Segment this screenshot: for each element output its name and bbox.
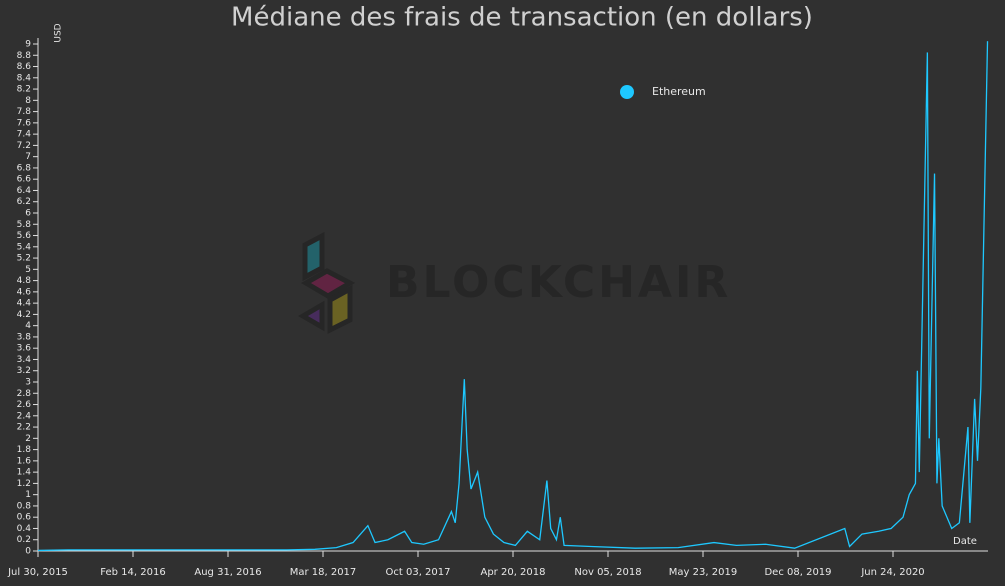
y-tick-label: 2.6 [17,400,32,410]
watermark: BLOCKCHAIR [386,257,731,308]
x-tick-label: Mar 18, 2017 [290,567,357,578]
y-tick-label: 5.2 [17,254,31,264]
y-tick-label: 7.4 [17,130,32,140]
y-tick-label: 5 [25,265,31,275]
y-tick-label: 6.6 [17,175,32,185]
y-tick-label: 5.6 [17,231,32,241]
x-tick-label: Jun 24, 2020 [860,567,924,578]
y-tick-label: 1.2 [17,479,31,489]
y-tick-label: 0 [25,547,31,557]
data-line [37,41,989,552]
y-tick-label: 8.2 [17,85,31,95]
y-tick-label: 2.4 [17,411,32,421]
y-tick-label: 4.4 [17,299,32,309]
y-tick-label: 4.2 [17,310,31,320]
x-axis-label: Date [953,536,977,547]
y-tick-label: 0.8 [17,501,32,511]
x-tick-label: Apr 20, 2018 [480,567,545,578]
x-tick-label: Dec 08, 2019 [764,567,831,578]
legend-label: Ethereum [652,85,706,98]
y-tick-label: 7.6 [17,118,32,128]
y-tick-label: 2 [25,434,31,444]
watermark-logo [298,231,356,335]
legend-marker [620,85,634,99]
y-tick-label: 5.4 [17,242,32,252]
y-tick-label: 8.6 [17,62,32,72]
y-tick-label: 5.8 [17,220,32,230]
x-tick-label: Nov 05, 2018 [574,567,641,578]
y-tick-label: 6 [25,209,31,219]
y-tick-label: 4 [25,321,31,331]
y-tick-label: 1 [25,490,31,500]
y-tick-label: 2.8 [17,389,32,399]
y-tick-label: 0.6 [17,513,32,523]
y-tick-label: 0.4 [17,524,32,534]
y-tick-label: 1.8 [17,445,32,455]
x-tick-label: Oct 03, 2017 [386,567,451,578]
y-tick-label: 9 [25,40,31,50]
chart-title: Médiane des frais de transaction (en dol… [231,3,813,33]
y-tick-label: 6.2 [17,197,31,207]
x-tick-label: Feb 14, 2016 [100,567,165,578]
y-tick-label: 8.8 [17,51,32,61]
y-tick-label: 3 [25,378,31,388]
y-tick-label: 3.4 [17,355,32,365]
y-tick-label: 4.6 [17,287,32,297]
y-tick-label: 7 [25,152,31,162]
y-tick-label: 8.4 [17,73,32,83]
y-tick-label: 7.2 [17,141,31,151]
y-tick-label: 0.2 [17,535,31,545]
y-tick-label: 1.6 [17,456,32,466]
y-tick-label: 8 [25,96,31,106]
x-tick-label: Aug 31, 2016 [194,567,261,578]
y-tick-label: 6.4 [17,186,32,196]
y-axis-label: USD [54,23,64,42]
x-tick-label: May 23, 2019 [669,567,737,578]
y-tick-label: 4.8 [17,276,32,286]
y-tick-label: 3.2 [17,366,31,376]
x-tick-label: Jul 30, 2015 [7,567,68,578]
y-tick-label: 3.8 [17,332,32,342]
y-tick-label: 2.2 [17,423,31,433]
y-tick-label: 3.6 [17,344,32,354]
y-tick-label: 1.4 [17,468,32,478]
y-tick-label: 6.8 [17,163,32,173]
y-tick-label: 7.8 [17,107,32,117]
